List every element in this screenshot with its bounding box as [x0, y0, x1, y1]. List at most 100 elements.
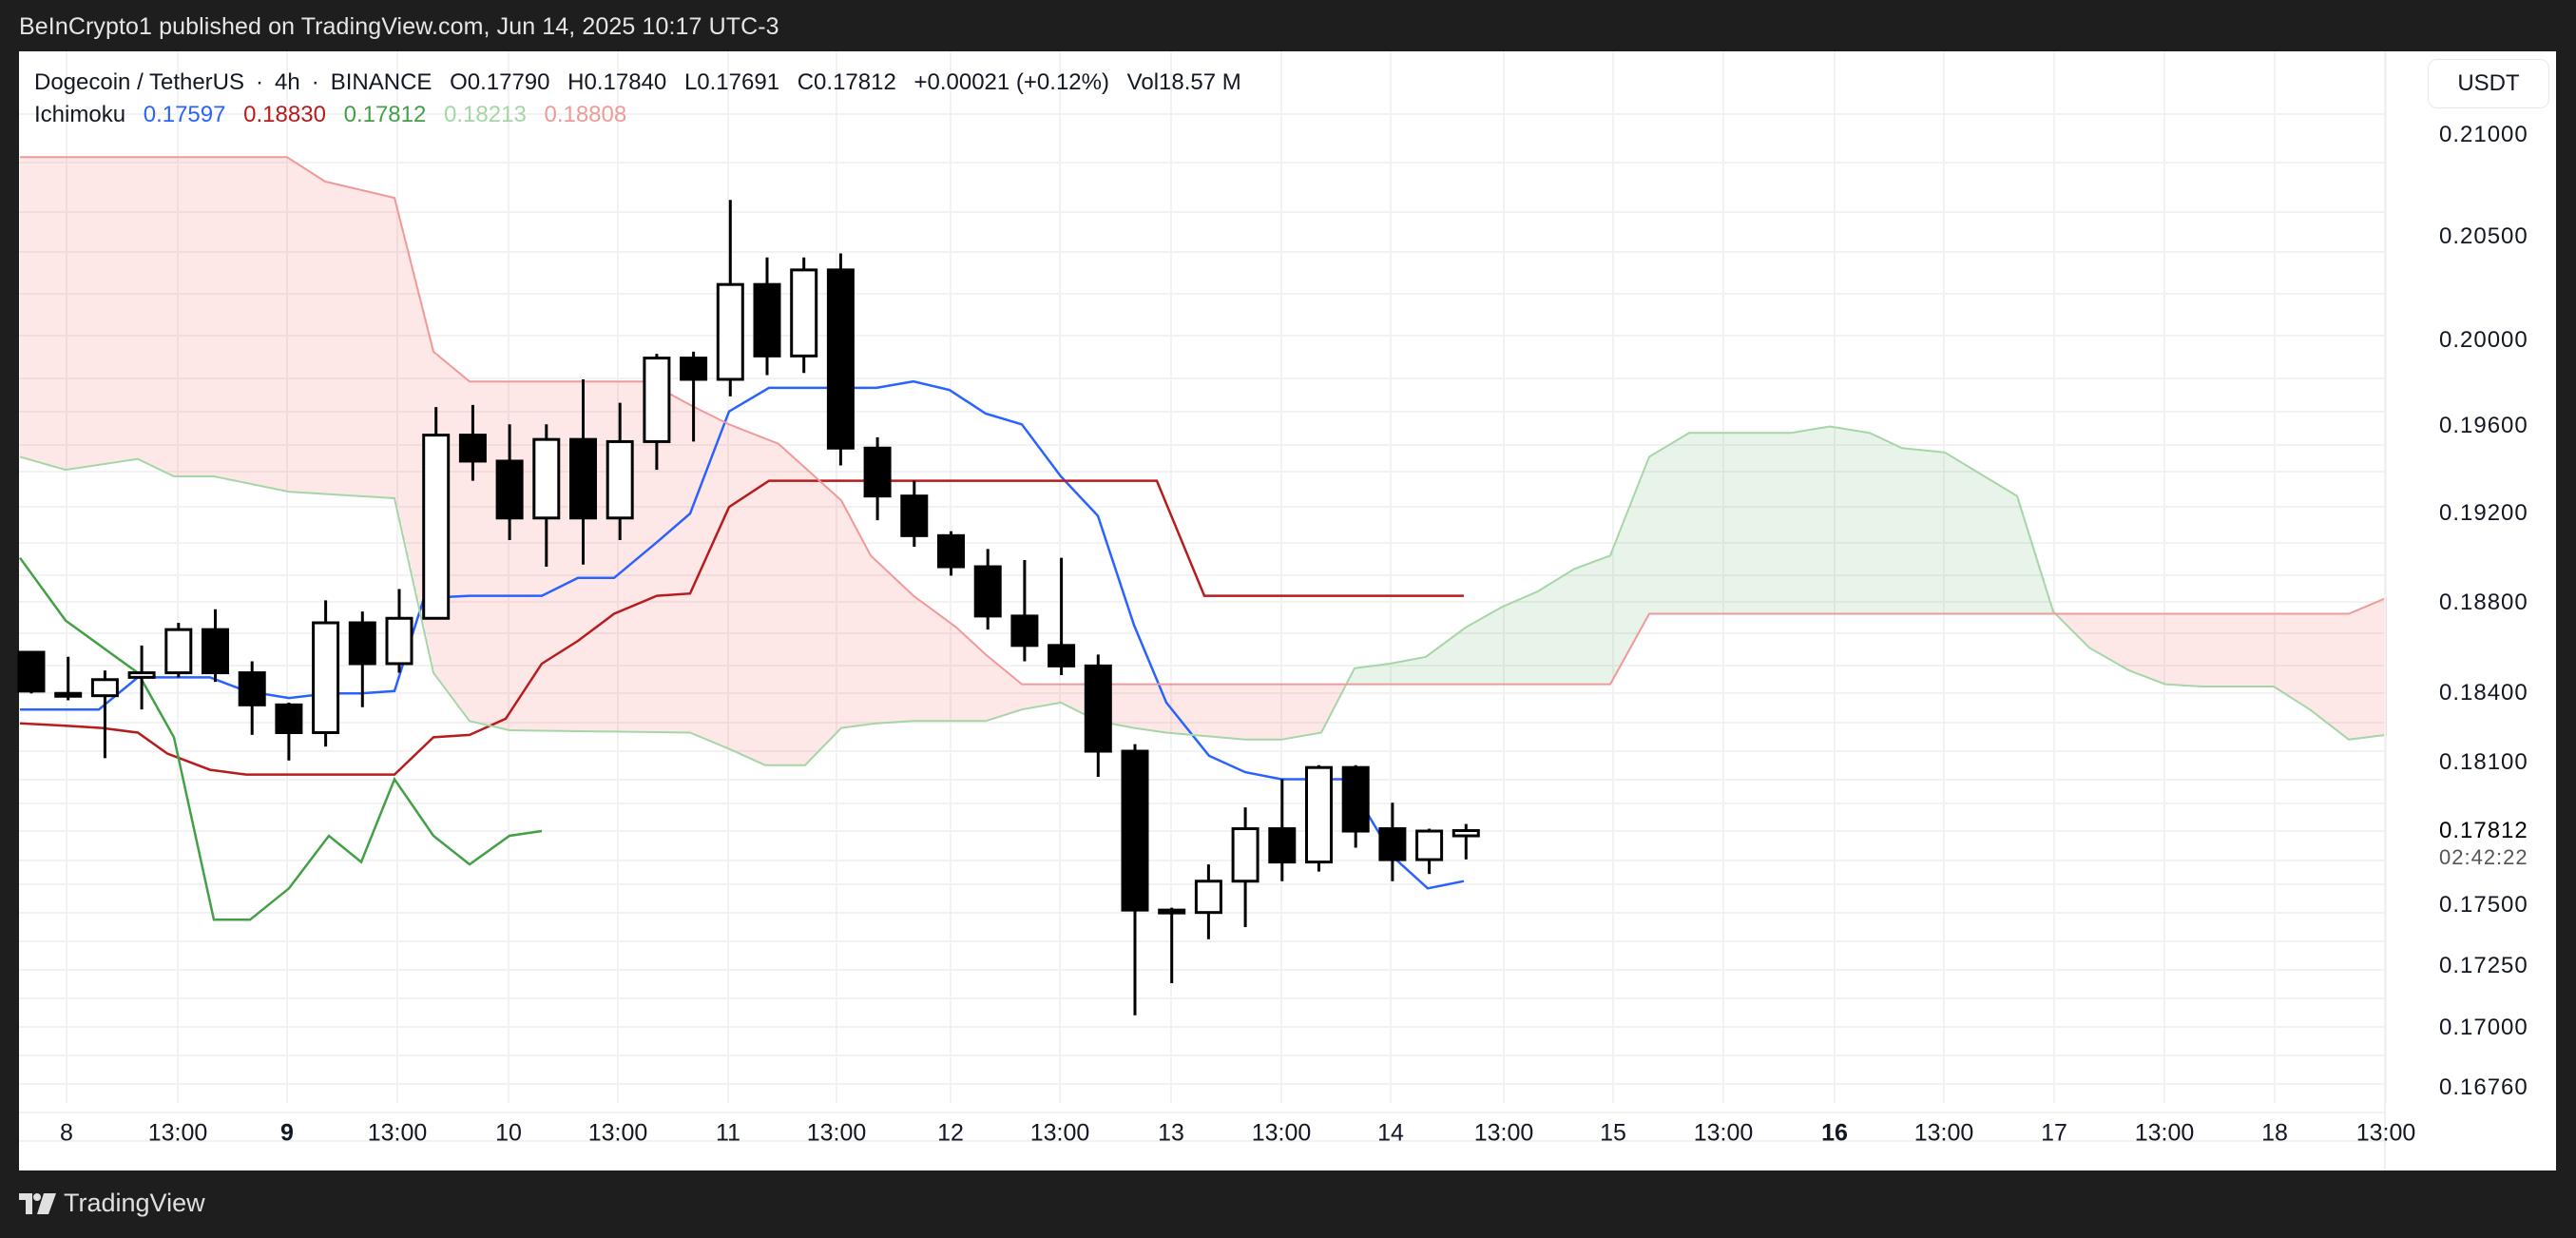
cloud-segment — [902, 585, 904, 723]
cloud-segment — [1503, 606, 1505, 685]
cloud-segment — [313, 173, 315, 493]
cloud-segment — [2185, 613, 2187, 686]
cloud-segment — [695, 407, 697, 735]
cloud-segment — [1026, 684, 1028, 709]
cloud-segment — [1708, 433, 1710, 614]
cloud-segment — [349, 186, 351, 495]
cloud-segment — [75, 157, 77, 469]
cloud-segment — [1265, 684, 1267, 740]
cloud-segment — [1024, 684, 1026, 709]
cloud-segment — [651, 383, 653, 732]
price-label: 0.17500 — [2439, 892, 2528, 918]
cloud-segment — [982, 650, 984, 722]
candle — [238, 661, 266, 735]
cloud-segment — [1412, 659, 1413, 685]
cloud-segment — [742, 429, 744, 755]
cloud-segment — [206, 157, 208, 476]
cloud-segment — [1822, 427, 1824, 614]
cloud-segment — [701, 410, 702, 738]
cloud-segment — [893, 575, 894, 723]
cloud-segment — [809, 471, 811, 762]
cloud-segment — [1339, 684, 1341, 698]
cloud-segment — [324, 181, 326, 494]
cloud-segment — [2197, 613, 2199, 687]
cloud-segment — [2178, 613, 2180, 686]
cloud-segment — [2259, 613, 2261, 687]
cloud-segment — [58, 157, 60, 468]
cloud-segment — [1315, 684, 1317, 734]
ohlc-open: O0.17790 — [450, 69, 550, 95]
cloud-segment — [1974, 470, 1976, 614]
cloud-segment — [336, 184, 337, 495]
currency-button[interactable]: USDT — [2428, 59, 2549, 108]
cloud-segment — [735, 426, 737, 752]
cloud-segment — [714, 416, 716, 743]
cloud-segment — [552, 381, 554, 731]
cloud-segment — [1374, 666, 1375, 685]
cloud-segment — [2360, 609, 2362, 739]
indicator-name[interactable]: Ichimoku — [34, 102, 126, 127]
cloud-segment — [1045, 684, 1047, 706]
cloud-segment — [720, 419, 721, 745]
cloud-segment — [2121, 613, 2123, 667]
cloud-segment — [1613, 548, 1615, 680]
cloud-segment — [1151, 684, 1153, 731]
cloud-segment — [1520, 599, 1522, 685]
symbol-name[interactable]: Dogecoin / TetherUS — [34, 69, 245, 95]
cloud-segment — [1682, 437, 1683, 614]
indicator-row[interactable]: Ichimoku 0.17597 0.18830 0.17812 0.18213… — [34, 99, 1253, 131]
cloud-segment — [111, 157, 113, 463]
cloud-segment — [1330, 684, 1332, 716]
cloud-segment — [1902, 448, 1904, 614]
cloud-segment — [1906, 448, 1908, 614]
cloud-segment — [904, 587, 906, 722]
cloud-segment — [1366, 667, 1368, 685]
cloud-segment — [963, 633, 965, 722]
ohlc-high: H0.17840 — [567, 69, 667, 95]
cloud-segment — [923, 602, 925, 722]
interval[interactable]: 4h — [275, 69, 300, 95]
cloud-segment — [642, 381, 644, 732]
cloud-segment — [1615, 543, 1617, 676]
cloud-segment — [1799, 431, 1801, 614]
cloud-segment — [750, 432, 752, 759]
cloud-segment — [1885, 439, 1887, 614]
cloud-segment — [1128, 684, 1130, 727]
cloud-segment — [484, 381, 486, 725]
cloud-segment — [1898, 446, 1900, 614]
cloud-segment — [41, 157, 43, 463]
cloud-segment — [573, 381, 575, 731]
cloud-segment — [288, 157, 290, 492]
time-label: 13:00 — [1251, 1119, 1312, 1147]
cloud-segment — [1936, 451, 1938, 614]
cloud-segment — [73, 157, 75, 469]
cloud-segment — [514, 381, 516, 731]
cloud-segment — [2297, 613, 2299, 702]
cloud-segment — [2294, 613, 2296, 700]
cloud-segment — [1052, 684, 1054, 705]
cloud-segment — [1204, 684, 1206, 737]
cloud-segment — [1864, 432, 1866, 614]
cloud-segment — [1851, 430, 1853, 614]
cloud-segment — [691, 405, 693, 733]
cloud-segment — [2092, 613, 2094, 649]
cloud-segment — [1634, 494, 1636, 642]
cloud-segment — [1948, 454, 1950, 614]
cloud-segment — [813, 474, 815, 758]
cloud-segment — [984, 652, 986, 722]
volume: Vol18.57 M — [1126, 69, 1241, 95]
cloud-segment — [2246, 613, 2248, 687]
cloud-segment — [1988, 477, 1990, 614]
time-label: 13:00 — [1913, 1119, 1974, 1147]
cloud-segment — [955, 627, 957, 722]
cloud-segment — [1294, 684, 1296, 738]
cloud-segment — [2242, 613, 2244, 687]
cloud-segment — [761, 436, 763, 764]
cloud-segment — [1058, 684, 1060, 704]
cloud-segment — [1147, 684, 1149, 730]
price-label: 0.20000 — [2439, 327, 2528, 353]
cloud-segment — [240, 157, 242, 482]
cloud-segment — [2163, 613, 2164, 684]
cloud-segment — [2324, 613, 2326, 721]
